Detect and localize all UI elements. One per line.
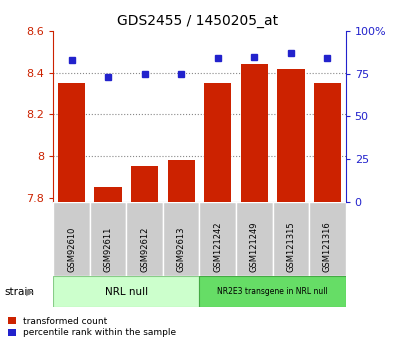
Text: GDS2455 / 1450205_at: GDS2455 / 1450205_at <box>117 14 278 28</box>
Bar <box>58 83 85 202</box>
Text: GSM121249: GSM121249 <box>250 222 259 272</box>
Bar <box>204 83 231 202</box>
Bar <box>236 202 273 276</box>
Bar <box>277 69 305 202</box>
Bar <box>90 202 126 276</box>
Bar <box>314 83 341 202</box>
Text: GSM121242: GSM121242 <box>213 222 222 272</box>
Text: NR2E3 transgene in NRL null: NR2E3 transgene in NRL null <box>217 287 328 296</box>
Text: GSM92612: GSM92612 <box>140 227 149 272</box>
Text: NRL null: NRL null <box>105 287 148 296</box>
Bar <box>53 202 90 276</box>
Bar <box>309 202 346 276</box>
Bar <box>126 202 163 276</box>
Bar <box>53 276 199 307</box>
Bar <box>131 166 158 202</box>
Bar <box>273 202 309 276</box>
Text: GSM92611: GSM92611 <box>103 227 113 272</box>
Text: ▶: ▶ <box>26 287 33 296</box>
Text: GSM121316: GSM121316 <box>323 221 332 272</box>
Bar <box>163 202 199 276</box>
Bar <box>199 276 346 307</box>
Text: GSM92610: GSM92610 <box>67 227 76 272</box>
Bar <box>167 160 195 202</box>
Bar <box>241 65 268 202</box>
Bar <box>94 187 122 202</box>
Text: strain: strain <box>4 287 34 296</box>
Text: GSM121315: GSM121315 <box>286 222 295 272</box>
Text: GSM92613: GSM92613 <box>177 227 186 272</box>
Legend: transformed count, percentile rank within the sample: transformed count, percentile rank withi… <box>8 317 176 337</box>
Bar <box>199 202 236 276</box>
